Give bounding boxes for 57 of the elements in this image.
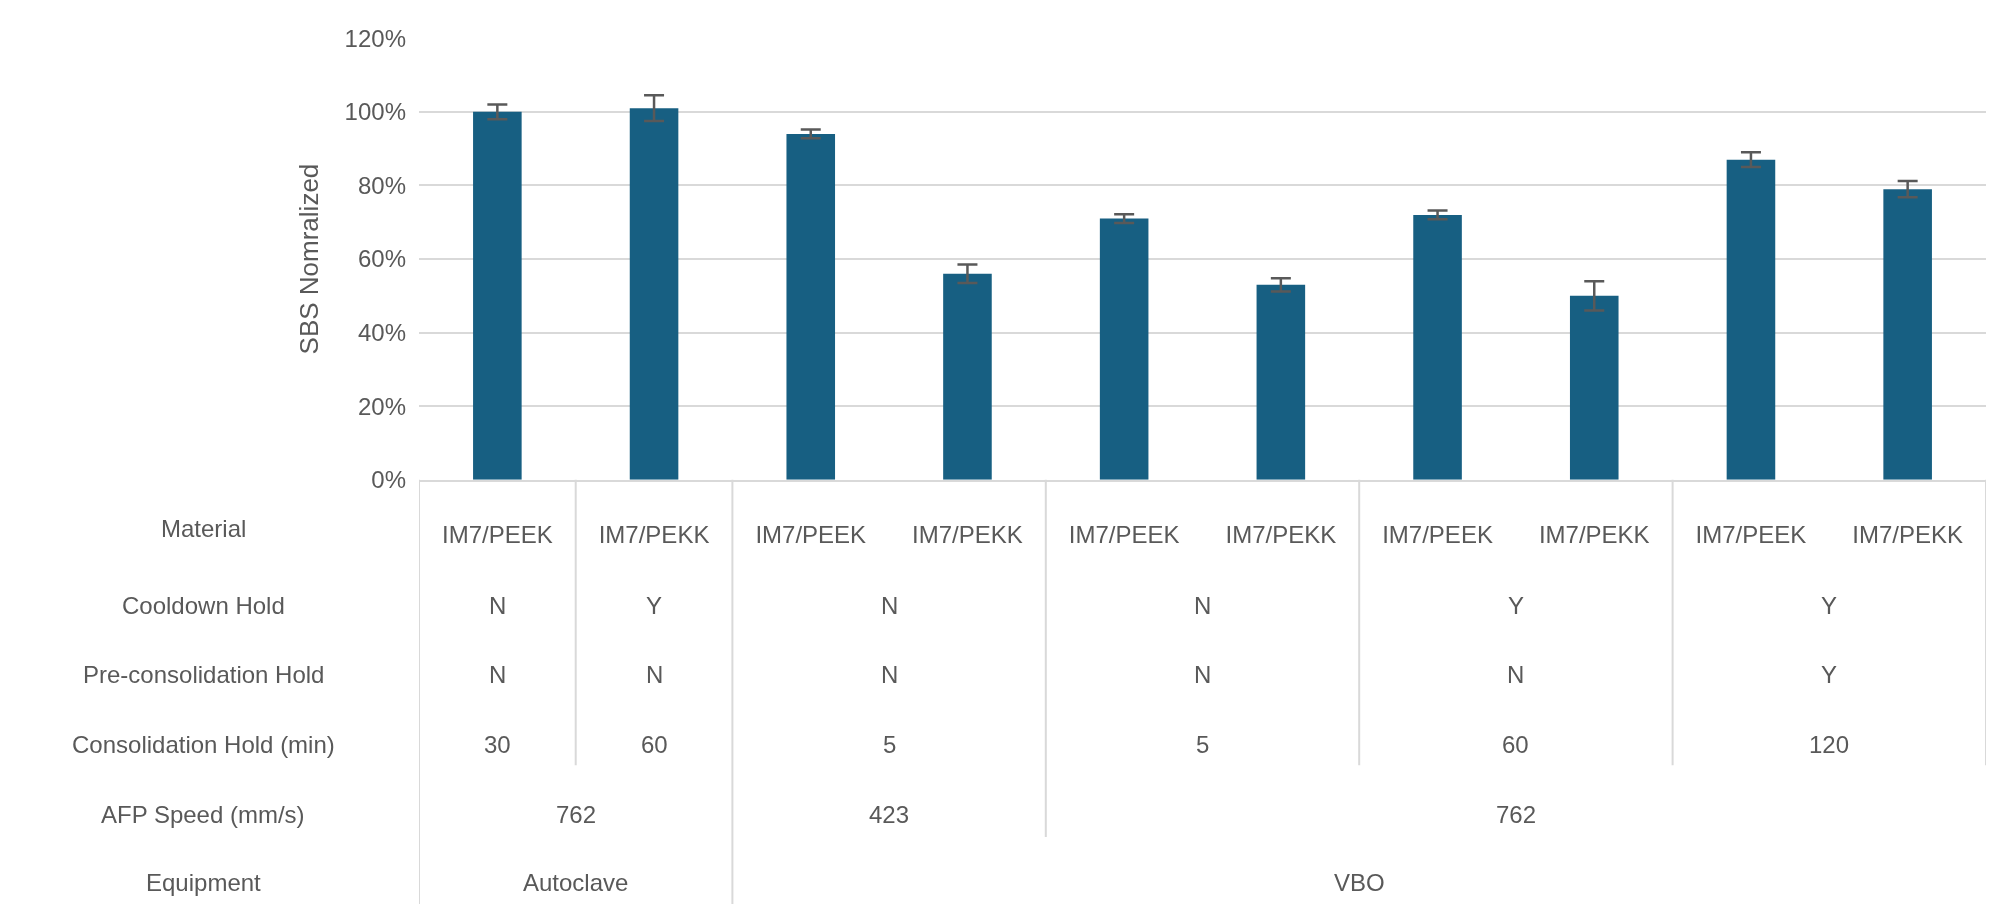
text: 5: [1196, 731, 1210, 758]
x-tick-label: IM7/PEKK: [1852, 520, 1964, 548]
y-axis-title: SBS Nomralized: [294, 163, 325, 355]
bar: [1413, 214, 1462, 480]
bar: [943, 273, 992, 480]
x-tick-label: IM7/PEKK: [1225, 520, 1337, 548]
text: N: [489, 592, 507, 619]
text: Material: [161, 515, 247, 542]
text: N: [881, 592, 899, 619]
x-tick-label: IM7/PEKK: [598, 520, 710, 548]
bar: [629, 108, 679, 480]
text: N: [1194, 661, 1212, 688]
y-tick-label: 20%: [357, 392, 406, 420]
text: 423: [869, 801, 910, 828]
text: 60: [1502, 731, 1529, 758]
text: N: [881, 661, 899, 688]
text: Consolidation Hold (min): [72, 731, 335, 758]
text: 30: [484, 731, 511, 758]
bar: [1256, 284, 1306, 480]
text: N: [1194, 592, 1212, 619]
bar: [1883, 189, 1932, 480]
text: Cooldown Hold: [122, 592, 285, 619]
x-tick-label: IM7/PEEK: [1695, 520, 1807, 548]
bar: [1726, 159, 1776, 480]
text: Y: [646, 592, 663, 619]
x-tick-label: IM7/PEKK: [1538, 520, 1650, 548]
text: Autoclave: [523, 869, 629, 896]
text: 762: [556, 801, 597, 828]
x-tick-label: IM7/PEKK: [912, 520, 1023, 548]
text: Equipment: [146, 869, 262, 896]
text: 762: [1496, 801, 1537, 828]
y-tick-label: 40%: [357, 319, 406, 347]
text: VBO: [1334, 869, 1385, 896]
y-tick-label: 60%: [357, 245, 406, 273]
text: 60: [641, 731, 668, 758]
text: N: [646, 661, 664, 688]
text: N: [489, 661, 507, 688]
y-tick-label: 0%: [371, 466, 406, 494]
text: N: [1507, 661, 1525, 688]
bar: [786, 133, 836, 480]
text: 5: [883, 731, 897, 758]
bar: [473, 111, 522, 480]
y-tick-label: 120%: [344, 24, 406, 52]
text: Y: [1821, 592, 1838, 619]
bar: [1099, 218, 1149, 480]
text: Y: [1821, 661, 1838, 688]
x-tick-label: IM7/PEEK: [441, 520, 553, 548]
x-tick-label: IM7/PEEK: [1068, 520, 1180, 548]
x-tick-label: IM7/PEEK: [1382, 520, 1493, 548]
x-tick-label: IM7/PEEK: [755, 520, 867, 548]
text: 120: [1809, 731, 1850, 758]
text: Y: [1508, 592, 1525, 619]
bar: [1569, 295, 1619, 480]
y-tick-label: 80%: [357, 171, 406, 199]
y-tick-label: 100%: [344, 98, 406, 126]
text: AFP Speed (mm/s): [101, 801, 305, 828]
text: Pre-consolidation Hold: [83, 661, 325, 688]
